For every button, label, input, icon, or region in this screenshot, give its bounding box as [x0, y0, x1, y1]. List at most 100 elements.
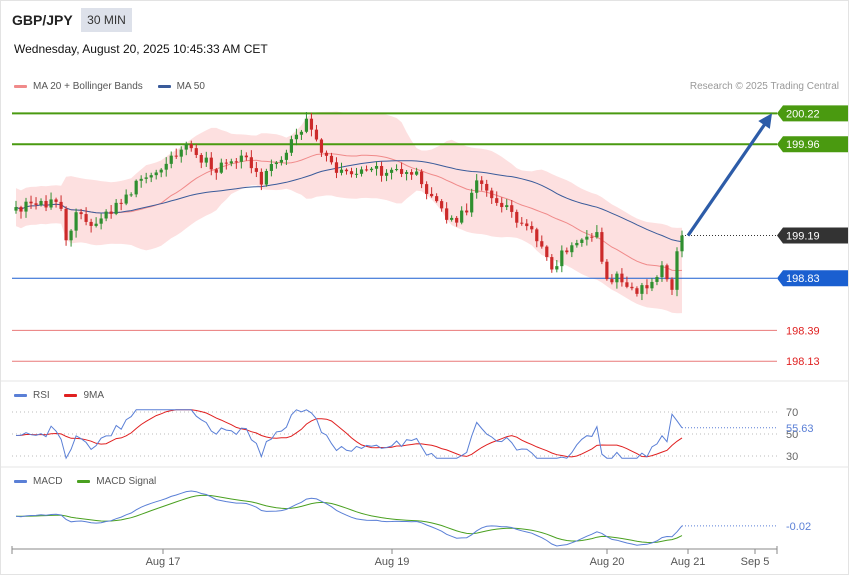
rsi-panel: 70 50 30 55.63 — [1, 380, 849, 463]
candle-body — [194, 148, 198, 155]
level-value-text: 199.96 — [786, 139, 820, 151]
candle — [610, 274, 614, 285]
level-label-resistance: 199.96 — [777, 136, 848, 153]
candle-body — [455, 217, 459, 223]
candle — [149, 172, 153, 183]
candle-body — [670, 279, 674, 290]
candle-body — [500, 202, 504, 208]
candle — [289, 135, 294, 156]
ma20-swatch — [14, 84, 27, 88]
candle-body — [339, 169, 344, 173]
rsi-level-label: 50 — [786, 429, 798, 441]
candle — [399, 162, 404, 178]
forecast-arrow-head — [758, 113, 772, 129]
candle-body — [445, 208, 449, 220]
candle-body — [515, 211, 519, 223]
candle — [234, 157, 238, 169]
candle — [79, 208, 83, 220]
candle-body — [44, 200, 48, 208]
candle-body — [59, 201, 63, 209]
candle-body — [29, 201, 33, 204]
candle — [224, 158, 228, 170]
candle-body — [354, 173, 359, 175]
legend-ma20-item: MA 20 + Bollinger Bands — [14, 81, 143, 92]
candle — [59, 195, 63, 212]
level-tag-background — [777, 105, 848, 122]
candle-body — [595, 232, 599, 238]
candle — [64, 206, 68, 246]
candle — [114, 199, 118, 216]
candle-body — [229, 161, 233, 164]
candle-body — [39, 200, 43, 205]
candle — [615, 271, 619, 289]
candle-body — [680, 235, 684, 252]
candle-body — [585, 236, 589, 240]
candle — [14, 200, 18, 214]
candle-body — [550, 257, 554, 270]
candle-body — [219, 162, 223, 173]
candle — [309, 112, 314, 137]
candle — [570, 242, 574, 258]
candle — [159, 168, 163, 178]
forecast-arrow-shaft — [686, 121, 768, 237]
candle — [69, 229, 73, 247]
candle — [354, 167, 359, 178]
candle-body — [204, 157, 208, 163]
candle — [394, 164, 399, 172]
candle — [184, 141, 188, 156]
candle-body — [605, 261, 609, 280]
candle-body — [359, 169, 364, 174]
candle-body — [319, 139, 324, 153]
candle-body — [304, 118, 309, 132]
legend-ma20-label: MA 20 + Bollinger Bands — [33, 81, 143, 92]
candle — [575, 239, 579, 248]
candle-body — [64, 208, 68, 241]
level-lines — [12, 112, 777, 362]
candle-body — [124, 194, 128, 204]
candle — [209, 152, 213, 176]
candle-body — [14, 207, 18, 211]
rsi-legend: RSI 9MA — [14, 390, 104, 401]
candle — [495, 191, 499, 206]
candle-body — [134, 180, 138, 195]
candle — [249, 150, 253, 174]
candle-body — [640, 285, 644, 294]
candle-body — [384, 172, 389, 176]
candle-body — [450, 217, 454, 220]
candle-body — [404, 172, 409, 174]
candle — [129, 192, 133, 197]
candle — [415, 167, 419, 176]
candle — [675, 247, 679, 297]
level-tag-background — [777, 270, 848, 287]
candle-body — [54, 199, 58, 202]
candle-body — [645, 285, 649, 289]
candle — [164, 157, 168, 177]
time-axis-label: Aug 17 — [146, 556, 181, 568]
macd-current-value: -0.02 — [786, 521, 811, 533]
candle — [660, 261, 664, 282]
candle — [29, 195, 33, 209]
candle-body — [214, 169, 218, 173]
candle-body — [94, 223, 98, 226]
candle-body — [364, 169, 369, 171]
legend-rsi-label: RSI — [33, 390, 50, 401]
candle — [540, 235, 544, 249]
candle — [169, 151, 173, 169]
macd-swatch — [14, 479, 27, 483]
candle — [490, 187, 494, 204]
candle-body — [184, 144, 188, 150]
candle — [254, 162, 258, 178]
candle — [109, 205, 113, 219]
candle — [445, 202, 449, 224]
candle — [550, 254, 554, 273]
candle — [450, 215, 454, 222]
candle-body — [144, 177, 148, 179]
candle-body — [590, 236, 594, 238]
candle — [144, 172, 148, 184]
interval-badge[interactable]: 30 MIN — [81, 8, 132, 32]
candle-body — [465, 210, 469, 213]
rsi-9ma-line — [15, 409, 683, 458]
candle — [19, 205, 23, 219]
candle — [284, 149, 289, 165]
